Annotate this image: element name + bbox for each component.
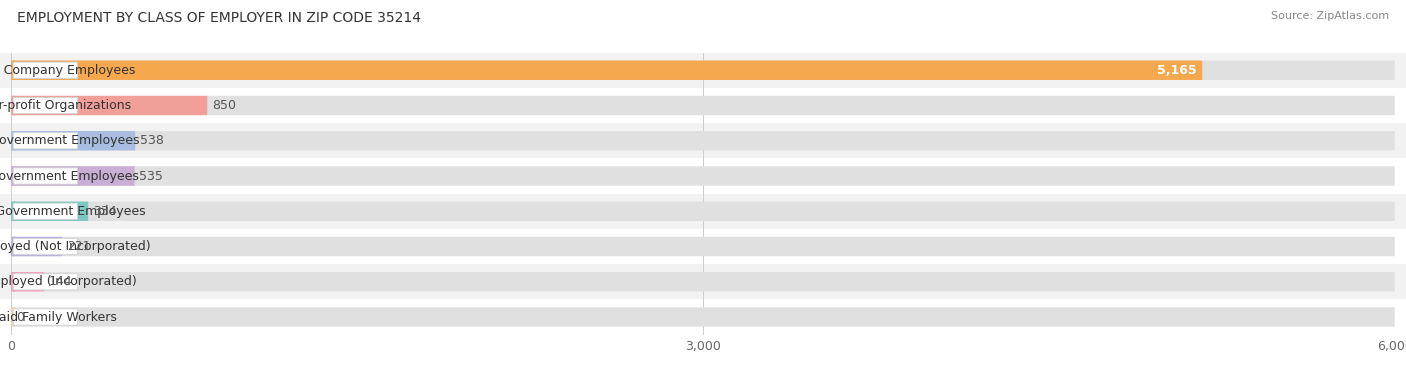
Text: 334: 334	[93, 205, 117, 218]
FancyBboxPatch shape	[13, 62, 77, 79]
FancyBboxPatch shape	[13, 97, 77, 114]
Text: 144: 144	[49, 275, 73, 288]
Text: Source: ZipAtlas.com: Source: ZipAtlas.com	[1271, 11, 1389, 21]
FancyBboxPatch shape	[11, 202, 15, 221]
FancyBboxPatch shape	[0, 123, 1406, 158]
Text: EMPLOYMENT BY CLASS OF EMPLOYER IN ZIP CODE 35214: EMPLOYMENT BY CLASS OF EMPLOYER IN ZIP C…	[17, 11, 420, 25]
FancyBboxPatch shape	[0, 264, 1406, 299]
FancyBboxPatch shape	[11, 166, 1395, 186]
FancyBboxPatch shape	[13, 168, 77, 184]
FancyBboxPatch shape	[11, 202, 1395, 221]
FancyBboxPatch shape	[0, 194, 1406, 229]
FancyBboxPatch shape	[13, 133, 77, 149]
FancyBboxPatch shape	[11, 61, 1395, 80]
Text: Self-Employed (Not Incorporated): Self-Employed (Not Incorporated)	[0, 240, 150, 253]
FancyBboxPatch shape	[11, 237, 15, 256]
FancyBboxPatch shape	[11, 237, 1395, 256]
FancyBboxPatch shape	[11, 131, 1395, 150]
FancyBboxPatch shape	[0, 299, 1406, 335]
FancyBboxPatch shape	[0, 158, 1406, 194]
FancyBboxPatch shape	[11, 237, 62, 256]
Text: 0: 0	[15, 311, 24, 323]
FancyBboxPatch shape	[0, 229, 1406, 264]
FancyBboxPatch shape	[11, 307, 15, 327]
FancyBboxPatch shape	[11, 96, 207, 115]
FancyBboxPatch shape	[11, 96, 1395, 115]
Text: 538: 538	[141, 134, 163, 147]
FancyBboxPatch shape	[11, 307, 1395, 327]
FancyBboxPatch shape	[13, 238, 77, 255]
FancyBboxPatch shape	[11, 272, 45, 291]
FancyBboxPatch shape	[11, 166, 15, 186]
FancyBboxPatch shape	[11, 96, 15, 115]
FancyBboxPatch shape	[0, 53, 1406, 88]
FancyBboxPatch shape	[11, 272, 1395, 291]
FancyBboxPatch shape	[11, 131, 15, 150]
FancyBboxPatch shape	[11, 131, 135, 150]
Text: Self-Employed (Incorporated): Self-Employed (Incorporated)	[0, 275, 138, 288]
FancyBboxPatch shape	[0, 88, 1406, 123]
FancyBboxPatch shape	[13, 203, 77, 220]
Text: 535: 535	[139, 170, 163, 182]
Text: 850: 850	[212, 99, 236, 112]
FancyBboxPatch shape	[13, 309, 77, 325]
FancyBboxPatch shape	[11, 202, 89, 221]
Text: Not-for-profit Organizations: Not-for-profit Organizations	[0, 99, 131, 112]
Text: Unpaid Family Workers: Unpaid Family Workers	[0, 311, 117, 323]
Text: Federal Government Employees: Federal Government Employees	[0, 205, 146, 218]
Text: State Government Employees: State Government Employees	[0, 134, 139, 147]
FancyBboxPatch shape	[11, 61, 15, 80]
Text: 221: 221	[67, 240, 90, 253]
FancyBboxPatch shape	[11, 166, 135, 186]
FancyBboxPatch shape	[13, 274, 77, 290]
Text: Private Company Employees: Private Company Employees	[0, 64, 135, 77]
Text: 5,165: 5,165	[1157, 64, 1197, 77]
FancyBboxPatch shape	[11, 272, 15, 291]
FancyBboxPatch shape	[11, 61, 1202, 80]
Text: Local Government Employees: Local Government Employees	[0, 170, 139, 182]
